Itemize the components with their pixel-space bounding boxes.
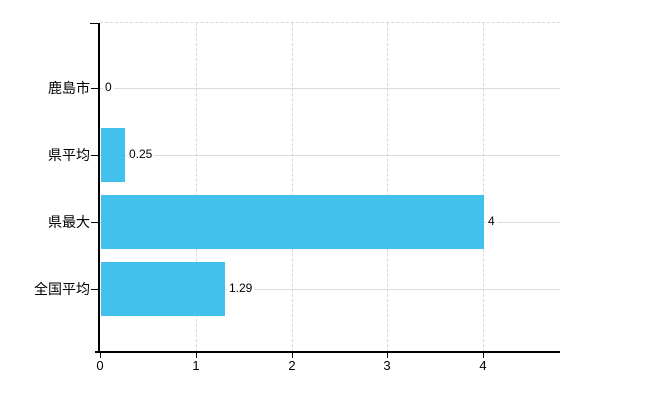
bar-value-label: 4 — [486, 214, 497, 229]
bar-value-label: 1.29 — [227, 281, 255, 296]
y-axis-top-tick — [90, 23, 99, 24]
bar-value-label: 0 — [103, 80, 114, 95]
gridline-horizontal — [100, 88, 560, 89]
bar — [101, 128, 125, 182]
category-label: 鹿島市 — [48, 80, 90, 96]
category-label: 県最大 — [48, 214, 90, 230]
y-axis-line — [98, 23, 100, 352]
x-tick-label: 3 — [383, 358, 391, 373]
bar-value-label: 0.25 — [127, 147, 155, 162]
gridline-horizontal — [100, 155, 560, 156]
plot-top-border — [100, 22, 560, 23]
category-label: 県平均 — [48, 147, 90, 163]
x-axis-tick — [196, 353, 197, 358]
x-tick-label: 2 — [288, 358, 296, 373]
x-axis-line — [95, 351, 560, 353]
gridline-vertical — [196, 23, 197, 352]
bar — [101, 262, 225, 316]
gridline-vertical — [483, 23, 484, 352]
y-axis-tick — [91, 155, 99, 156]
y-axis-tick — [91, 289, 99, 290]
x-axis-tick — [100, 353, 101, 358]
x-tick-label: 1 — [192, 358, 200, 373]
gridline-horizontal — [100, 289, 560, 290]
x-tick-label: 4 — [479, 358, 487, 373]
x-axis-tick — [483, 353, 484, 358]
y-axis-tick — [91, 222, 99, 223]
gridline-vertical — [292, 23, 293, 352]
y-axis-tick — [91, 88, 99, 89]
x-axis-tick — [387, 353, 388, 358]
gridline-vertical — [387, 23, 388, 352]
x-axis-tick — [292, 353, 293, 358]
x-tick-label: 0 — [96, 358, 104, 373]
bar — [101, 195, 484, 249]
category-label: 全国平均 — [34, 281, 90, 297]
